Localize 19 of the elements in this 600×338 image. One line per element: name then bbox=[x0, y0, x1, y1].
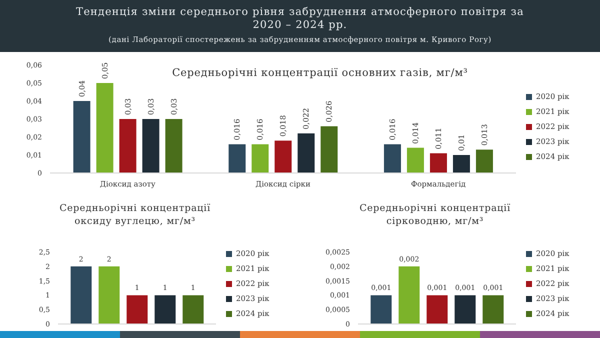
bar bbox=[119, 119, 136, 173]
bar bbox=[96, 83, 114, 173]
chart-title: Середньорічні концентрації основних газів, мг/м³ bbox=[171, 67, 469, 80]
text: Тенденція зміни середнього рівня забруднення атмосферного повітря за 2020 – 2024 рр. bbox=[75, 6, 525, 32]
bar bbox=[452, 155, 470, 173]
bar bbox=[165, 119, 182, 173]
chart-title: Середньорічні концентрації сірководню, мг/м³ bbox=[358, 202, 512, 228]
bar bbox=[274, 140, 292, 173]
bar bbox=[406, 148, 424, 173]
bar bbox=[228, 144, 246, 173]
bar bbox=[384, 144, 401, 173]
bar bbox=[476, 150, 493, 173]
bar bbox=[430, 153, 447, 173]
chart-title: Середньорічні концентрації оксиду вуглецю, мг/м³ bbox=[58, 202, 212, 228]
bar bbox=[252, 144, 269, 173]
bar bbox=[298, 133, 315, 173]
bar bbox=[320, 126, 338, 173]
bar bbox=[73, 101, 90, 173]
bar bbox=[142, 119, 160, 173]
